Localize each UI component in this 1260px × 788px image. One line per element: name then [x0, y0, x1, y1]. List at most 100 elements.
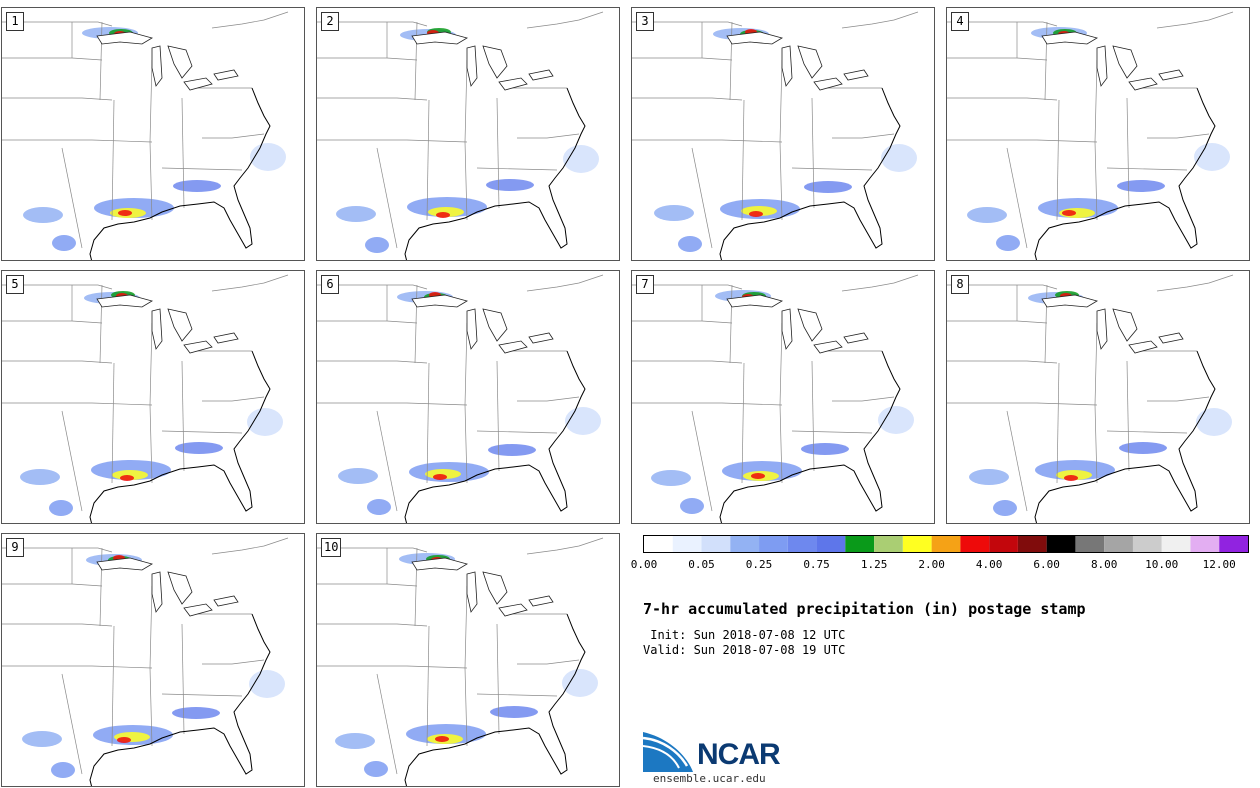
coastline: [404, 87, 586, 260]
state-border: [211, 11, 289, 29]
state-border: [317, 583, 418, 587]
state-border: [414, 547, 418, 627]
state-border: [317, 139, 468, 143]
state-border: [741, 99, 745, 221]
state-border: [464, 322, 468, 484]
rain-cell: [654, 205, 694, 221]
rain-cell: [250, 143, 286, 171]
colorbar-tick-label: 12.00: [1202, 558, 1236, 571]
great-lake: [1128, 77, 1158, 91]
precipitation-map: [317, 537, 604, 786]
state-border: [496, 97, 500, 209]
colorbar-tick-label: 1.25: [860, 558, 888, 571]
state-border: [99, 547, 103, 627]
state-border: [317, 97, 428, 101]
precipitation-colorbar: [643, 535, 1249, 553]
rain-cell: [1119, 442, 1167, 454]
great-lake: [1128, 340, 1158, 354]
state-border: [202, 659, 265, 665]
state-border: [181, 623, 185, 735]
great-lake: [1096, 308, 1108, 350]
colorbar-swatch: [845, 536, 875, 552]
great-lake: [482, 571, 508, 605]
state-border: [1156, 274, 1234, 292]
coastline: [1034, 87, 1216, 260]
rain-cell: [490, 706, 538, 718]
colorbar-swatch: [989, 536, 1018, 552]
colorbar-tick-label: 0.75: [803, 558, 830, 571]
colorbar-swatch: [644, 536, 673, 552]
state-border: [811, 97, 815, 209]
precipitation-map: [2, 537, 289, 786]
ensemble-member-map: 4: [946, 7, 1250, 261]
precipitation-map: [2, 274, 289, 523]
precipitation-field: [20, 291, 283, 516]
state-border: [414, 284, 418, 364]
state-border: [632, 284, 743, 290]
rain-cell: [969, 469, 1009, 485]
rain-cell: [881, 144, 917, 172]
state-border: [1094, 322, 1098, 484]
state-border: [1094, 59, 1098, 221]
rain-cell: [488, 444, 536, 456]
state-border: [811, 360, 815, 472]
state-border: [61, 673, 83, 775]
rain-cell: [996, 235, 1020, 251]
coastline: [89, 87, 271, 260]
state-border: [496, 360, 500, 472]
rain-cell: [91, 460, 171, 480]
chart-title: 7-hr accumulated precipitation (in) post…: [643, 600, 1086, 618]
colorbar-swatch: [701, 536, 731, 552]
precipitation-field: [23, 27, 286, 251]
state-border: [517, 659, 580, 665]
state-border: [476, 693, 558, 697]
state-border: [2, 583, 103, 587]
rain-cell: [20, 469, 60, 485]
state-border: [149, 585, 153, 747]
rain-cell: [1062, 210, 1076, 216]
ensemble-member-map: 7: [631, 270, 935, 524]
rain-cell: [247, 408, 283, 436]
state-border: [1126, 360, 1130, 472]
state-border: [202, 396, 265, 402]
great-lake: [183, 603, 213, 617]
rain-cell: [435, 736, 449, 742]
rain-cell: [436, 212, 450, 218]
state-border: [517, 396, 580, 402]
state-border: [779, 59, 783, 221]
state-border: [1156, 11, 1234, 29]
colorbar-swatch: [960, 536, 990, 552]
great-lake: [466, 571, 478, 613]
state-border: [2, 402, 153, 406]
state-border: [779, 322, 783, 484]
precipitation-field: [335, 553, 598, 777]
state-border: [2, 57, 103, 61]
state-border: [947, 21, 1058, 27]
rain-cell: [172, 707, 220, 719]
member-number: 7: [636, 275, 654, 294]
state-border: [426, 99, 430, 221]
state-border: [99, 21, 103, 101]
rain-cell: [367, 499, 391, 515]
colorbar-tick-label: 0.05: [688, 558, 715, 571]
great-lake: [498, 77, 528, 91]
rain-cell: [117, 737, 131, 743]
rain-cell: [52, 235, 76, 251]
state-border: [832, 133, 895, 139]
rain-cell: [1117, 180, 1165, 192]
state-border: [414, 21, 418, 101]
state-border: [947, 360, 1058, 364]
state-border: [2, 21, 113, 27]
state-border: [181, 97, 185, 209]
great-lake: [781, 45, 793, 87]
rain-cell: [1038, 198, 1118, 218]
great-lake: [528, 332, 554, 344]
ensemble-member-map: 5: [1, 270, 305, 524]
colorbar-swatch: [1132, 536, 1162, 552]
state-border: [376, 673, 398, 775]
rain-cell: [23, 207, 63, 223]
colorbar-tick-label: 0.25: [745, 558, 773, 571]
rain-cell: [49, 500, 73, 516]
colorbar-swatch: [1190, 536, 1220, 552]
rain-cell: [365, 237, 389, 253]
